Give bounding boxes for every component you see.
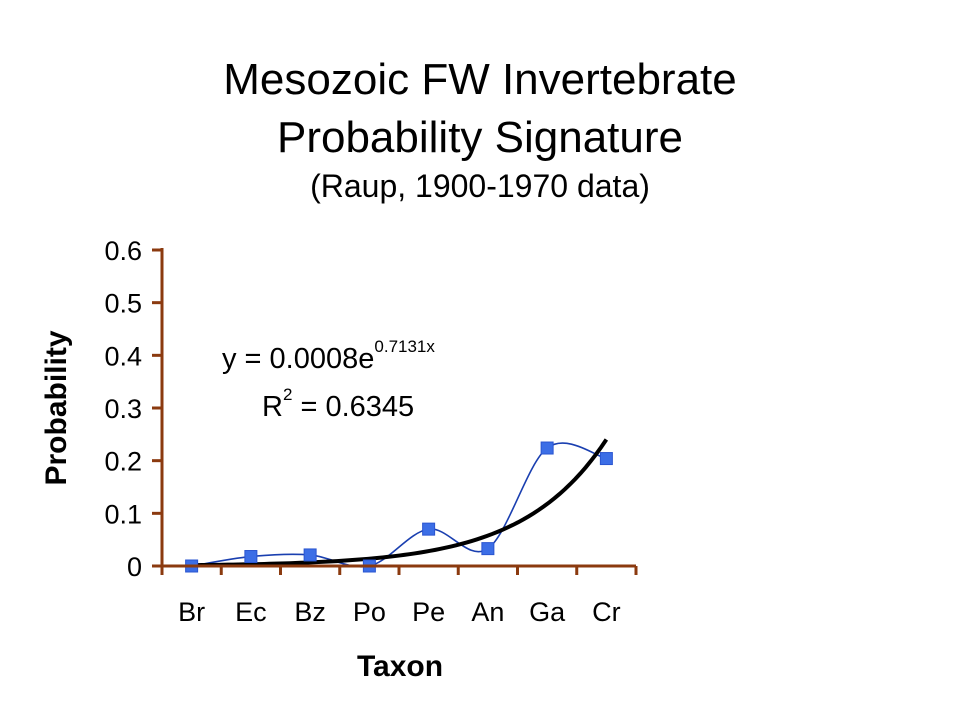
x-axis-title: Taxon [357,650,443,683]
y-tick-label: 0 [127,552,142,582]
y-tick-label: 0.1 [104,499,142,529]
x-tick-label: Ga [529,597,566,627]
trendline-equation: y = 0.0008e0.7131x [222,337,435,375]
x-tick-label: Br [178,597,205,627]
data-point-ec [244,550,258,564]
y-tick-label: 0.2 [104,447,142,477]
trendline-r-squared: R2 = 0.6345 [262,385,414,423]
series-markers [185,441,613,573]
r-squared-value: = 0.6345 [292,391,414,423]
data-point-ga [540,441,554,455]
x-tick-label: An [471,597,504,627]
data-point-cr [599,452,613,466]
x-axis-ticks: Br Ec Bz Po Pe An Ga Cr [160,566,638,627]
x-tick-label: Ec [235,597,267,627]
y-tick-label: 0.3 [104,394,142,424]
x-tick-label: Po [353,597,386,627]
y-tick-label: 0.5 [104,289,142,319]
data-point-bz [303,548,317,562]
y-tick-label: 0.4 [104,341,142,371]
y-axis-title: Probability [40,330,73,485]
trendline [191,438,609,568]
r-squared-superscript: 2 [283,385,292,404]
chart-subtitle: (Raup, 1900-1970 data) [310,168,650,204]
data-point-pe [422,522,436,536]
trendline-equation-base: y = 0.0008e [222,343,374,375]
x-tick-label: Pe [412,597,445,627]
x-tick-label: Bz [294,597,326,627]
r-squared-base: R [262,391,283,423]
trendline-equation-exponent: 0.7131x [374,337,435,356]
chart-title-line-1: Mesozoic FW Invertebrate [223,55,737,104]
x-tick-label: Cr [592,597,621,627]
chart-title-line-2: Probability Signature [276,113,683,162]
data-point-an [481,542,495,556]
y-axis-ticks: 0 0.1 0.2 0.3 0.4 0.5 0.6 [104,236,162,582]
y-tick-label: 0.6 [104,236,142,266]
